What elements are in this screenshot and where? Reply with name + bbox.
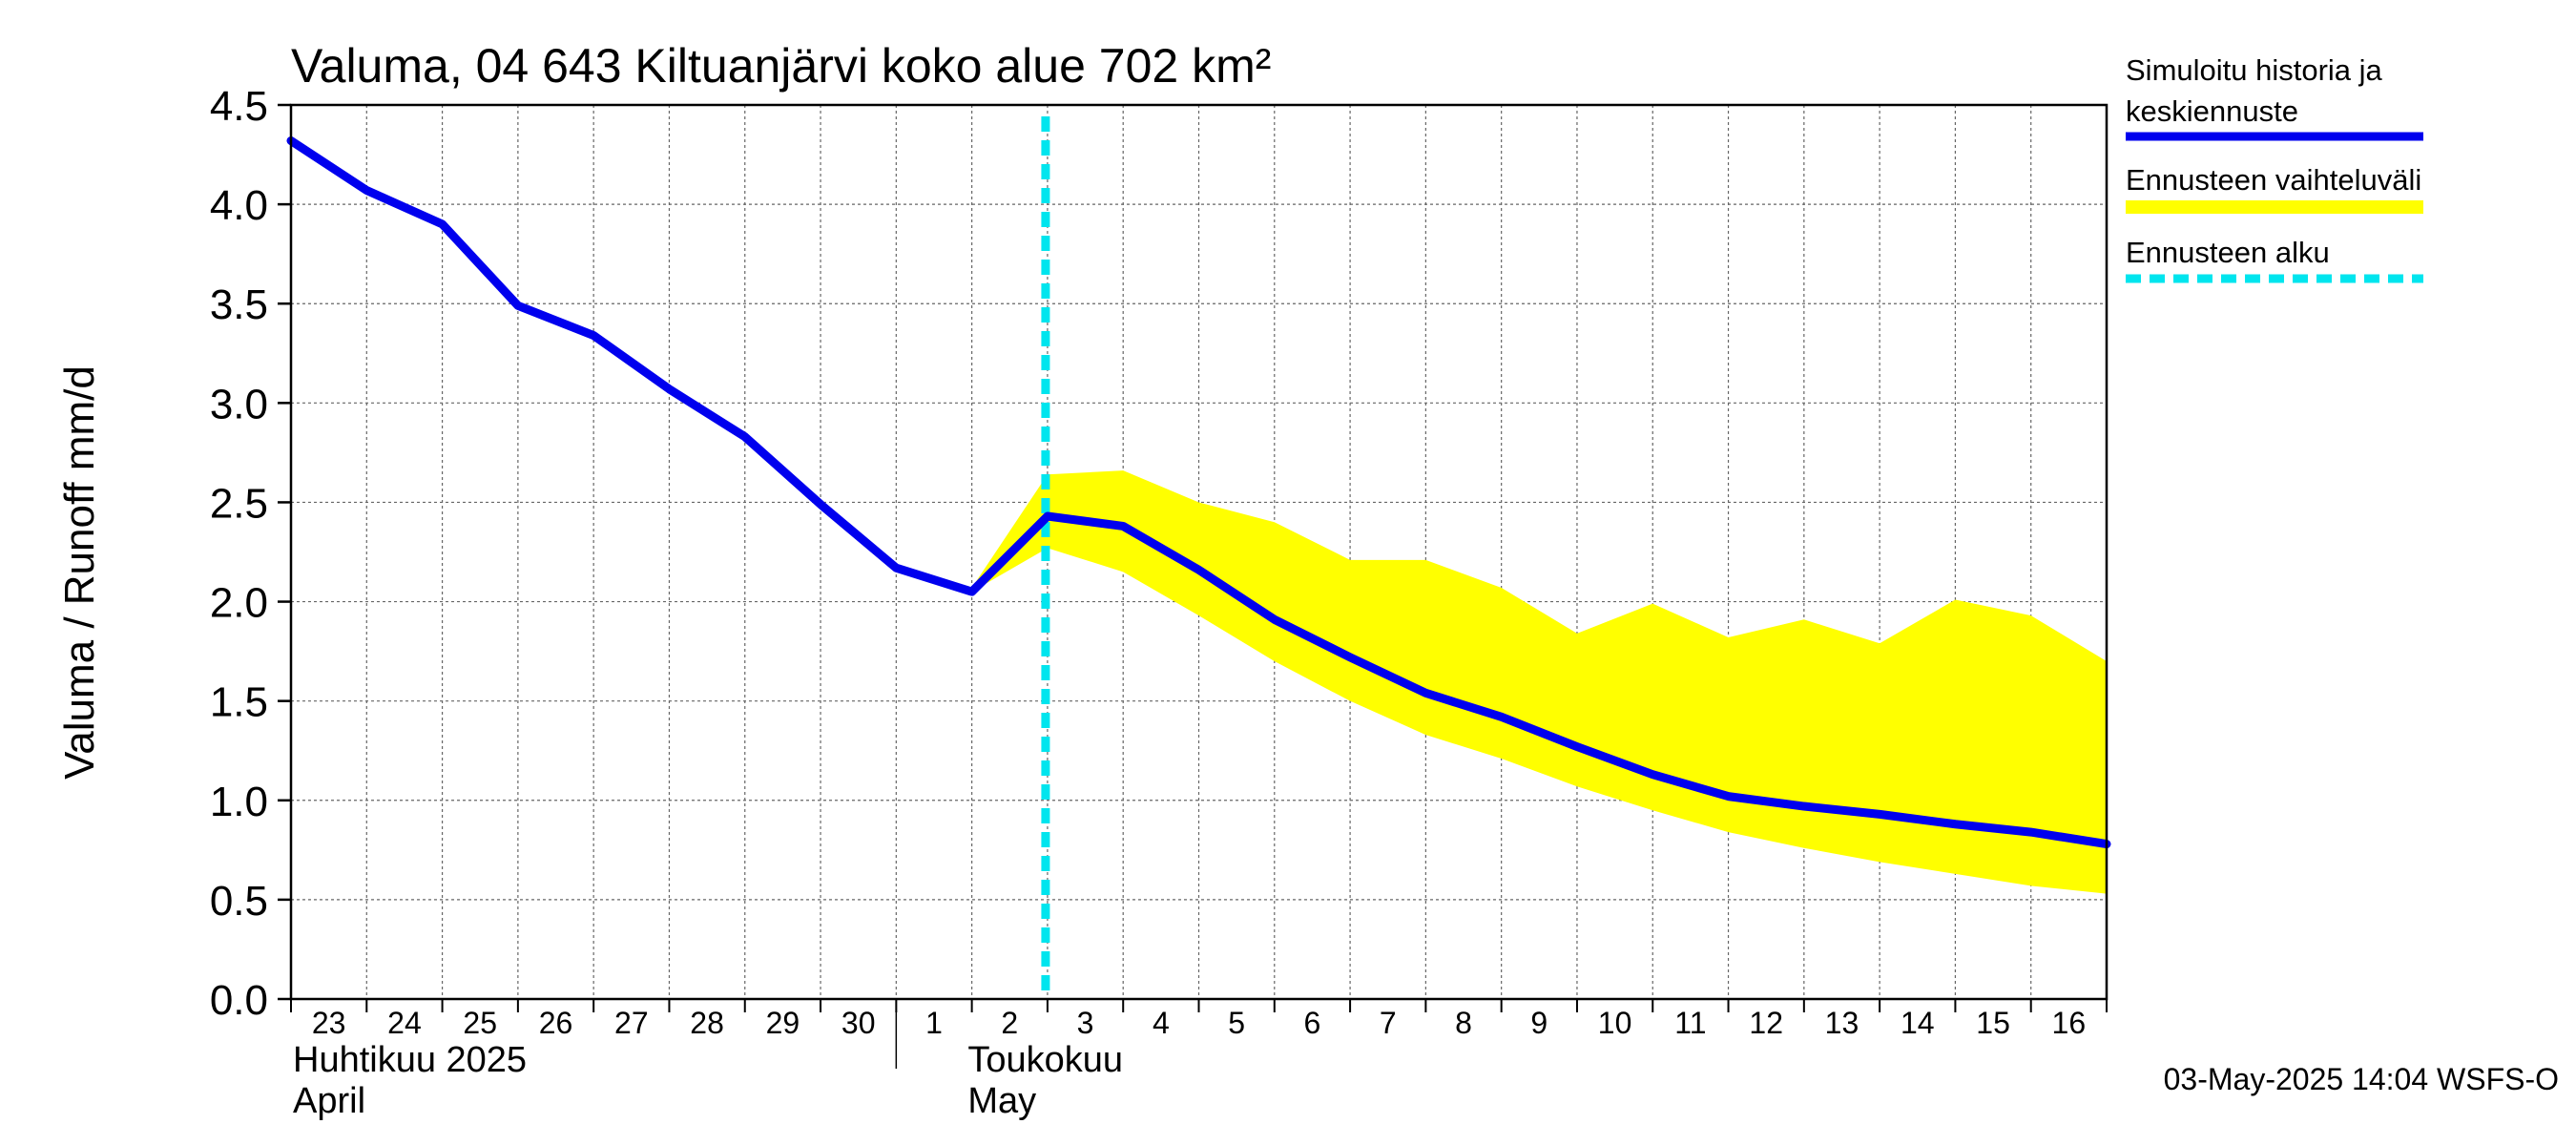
month-label: Toukokuu	[967, 1040, 1123, 1080]
x-tick-label: 7	[1380, 1006, 1397, 1040]
x-tick-label: 28	[690, 1006, 724, 1040]
month-label-english: April	[293, 1081, 365, 1121]
x-tick-label: 25	[463, 1006, 497, 1040]
x-tick-label: 29	[766, 1006, 800, 1040]
x-tick-label: 16	[2052, 1006, 2087, 1040]
axes	[278, 103, 2109, 1069]
x-tick-label: 6	[1304, 1006, 1321, 1040]
y-tick-label: 0.0	[210, 977, 268, 1024]
forecast-range-band	[971, 470, 2107, 894]
x-tick-label: 8	[1455, 1006, 1472, 1040]
x-tick-label: 12	[1749, 1006, 1783, 1040]
x-tick-label: 14	[1901, 1006, 1935, 1040]
x-tick-label: 4	[1153, 1006, 1170, 1040]
legend-label-simulated: Simuloitu historia ja	[2126, 53, 2383, 87]
timestamp-footer: 03-May-2025 14:04 WSFS-O	[2164, 1062, 2559, 1096]
y-tick-label: 1.5	[210, 679, 268, 726]
legend: Simuloitu historia ja keskiennuste Ennuste…	[2126, 53, 2423, 283]
x-tick-label: 11	[1674, 1006, 1706, 1040]
x-tick-label: 27	[614, 1006, 649, 1040]
x-tick-label: 9	[1530, 1006, 1548, 1040]
y-axis-label: Valuma / Runoff mm/d	[56, 365, 103, 780]
legend-label-forecast-start: Ennusteen alku	[2126, 236, 2330, 269]
x-tick-label: 13	[1825, 1006, 1859, 1040]
legend-label-simulated-2: keskiennuste	[2126, 94, 2298, 128]
x-tick-label: 3	[1077, 1006, 1094, 1040]
x-tick-label: 24	[387, 1006, 422, 1040]
y-tick-label: 3.0	[210, 381, 268, 427]
y-tick-label: 0.5	[210, 878, 268, 925]
x-tick-labels: 23 24 25 26 27 28 29 30 1 2 3 4 5 6 7 8 9 10 11 12 13 14 15 16	[312, 1006, 2086, 1040]
y-tick-label: 1.0	[210, 779, 268, 825]
y-tick-label: 4.5	[210, 83, 268, 130]
y-tick-label: 2.5	[210, 480, 268, 527]
x-tick-label: 10	[1598, 1006, 1632, 1040]
y-tick-label: 4.0	[210, 182, 268, 229]
y-tick-label: 2.0	[210, 580, 268, 627]
x-tick-label: 1	[925, 1006, 943, 1040]
y-tick-label: 3.5	[210, 281, 268, 328]
y-tick-labels: 0.0 0.5 1.0 1.5 2.0 2.5 3.0 3.5 4.0 4.5	[210, 83, 268, 1024]
x-tick-label: 23	[312, 1006, 346, 1040]
x-tick-label: 26	[539, 1006, 573, 1040]
x-tick-label: 30	[841, 1006, 876, 1040]
x-tick-label: 15	[1976, 1006, 2010, 1040]
month-label-english: May	[967, 1081, 1036, 1121]
simulated-line	[286, 135, 2111, 849]
x-tick-label: 2	[1001, 1006, 1018, 1040]
x-tick-label: 5	[1228, 1006, 1245, 1040]
forecast-range-area	[971, 470, 2107, 894]
legend-label-range: Ennusteen vaihteluväli	[2126, 163, 2421, 197]
chart-title: Valuma, 04 643 Kiltuanjärvi koko alue 70…	[291, 39, 1271, 93]
month-label: Huhtikuu 2025	[293, 1040, 527, 1080]
simulated-series	[286, 135, 2111, 849]
